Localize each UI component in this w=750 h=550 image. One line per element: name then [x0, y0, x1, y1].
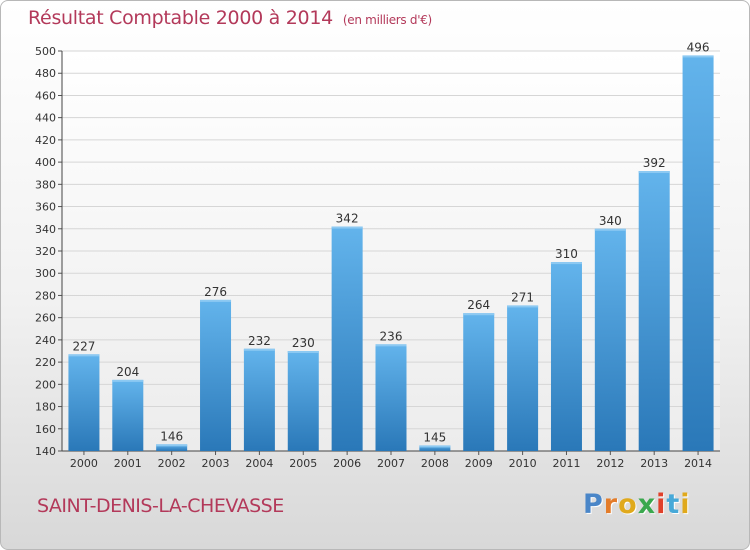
x-tick-label: 2004: [245, 457, 273, 470]
bar-2013: [638, 171, 670, 451]
bar-highlight: [594, 228, 626, 231]
bar-2003: [200, 299, 232, 451]
logo-letter: i: [656, 489, 667, 520]
x-tick-label: 2010: [509, 457, 537, 470]
data-label: 232: [248, 334, 271, 348]
x-tick-label: 2007: [377, 457, 405, 470]
x-tick-label: 2012: [596, 457, 624, 470]
data-label: 340: [599, 214, 622, 228]
bar-highlight: [243, 348, 275, 351]
y-tick-label: 240: [35, 334, 56, 347]
y-tick-label: 340: [35, 223, 56, 236]
bar-2014: [682, 55, 714, 451]
bar-highlight: [331, 226, 363, 229]
chart-title-text: Résultat Comptable 2000 à 2014: [28, 7, 333, 29]
y-tick-label: 200: [35, 378, 56, 391]
logo-letter: o: [618, 489, 638, 520]
bar-2006: [331, 226, 363, 451]
data-label: 236: [380, 329, 403, 343]
x-tick-label: 2014: [684, 457, 712, 470]
place-name: SAINT-DENIS-LA-CHEVASSE: [37, 495, 284, 517]
logo-letter: P: [583, 489, 604, 520]
data-label: 271: [511, 290, 534, 304]
bar-2001: [112, 379, 144, 451]
y-tick-label: 500: [35, 45, 56, 58]
data-label: 264: [467, 298, 490, 312]
y-tick-label: 420: [35, 134, 56, 147]
y-tick-label: 140: [35, 445, 56, 458]
y-tick-label: 460: [35, 89, 56, 102]
bar-highlight: [682, 55, 714, 58]
x-tick-label: 2002: [158, 457, 186, 470]
bar-2000: [68, 354, 100, 451]
y-tick-label: 320: [35, 245, 56, 258]
x-tick-label: 2009: [465, 457, 493, 470]
bar-highlight: [375, 344, 407, 347]
chart-title: Résultat Comptable 2000 à 2014 (en millie…: [28, 7, 432, 29]
y-tick-label: 400: [35, 156, 56, 169]
x-tick-label: 2005: [289, 457, 317, 470]
bar-highlight: [287, 351, 319, 353]
data-label: 146: [160, 429, 183, 443]
bar-2009: [463, 313, 495, 451]
bar-2011: [550, 262, 582, 451]
y-tick-label: 280: [35, 289, 56, 302]
data-label: 276: [204, 285, 227, 299]
bar-2010: [507, 305, 539, 451]
bar-highlight: [550, 262, 582, 265]
y-tick-label: 380: [35, 178, 56, 191]
y-tick-label: 300: [35, 267, 56, 280]
y-tick-label: 440: [35, 112, 56, 125]
proxiti-logo: Proxiti: [583, 489, 691, 520]
bar-highlight: [638, 171, 670, 173]
data-label: 310: [555, 247, 578, 261]
data-label: 392: [643, 156, 666, 170]
bar-highlight: [68, 354, 100, 357]
logo-letter: r: [603, 489, 619, 520]
logo-letter: t: [666, 489, 681, 520]
x-tick-label: 2011: [552, 457, 580, 470]
y-tick-label: 220: [35, 356, 56, 369]
y-tick-label: 480: [35, 67, 56, 80]
logo-letter: i: [680, 489, 691, 520]
x-tick-label: 2008: [421, 457, 449, 470]
x-tick-label: 2000: [70, 457, 98, 470]
data-label: 496: [687, 40, 710, 54]
bar-highlight: [507, 305, 539, 308]
data-label: 204: [116, 365, 139, 379]
bar-2005: [287, 351, 319, 451]
y-tick-label: 260: [35, 312, 56, 325]
bar-highlight: [200, 299, 232, 302]
bar-2007: [375, 344, 407, 451]
bar-2012: [594, 228, 626, 451]
data-label: 227: [72, 339, 95, 353]
bar-highlight: [156, 444, 188, 447]
y-tick-label: 360: [35, 201, 56, 214]
x-tick-label: 2006: [333, 457, 361, 470]
x-tick-label: 2001: [114, 457, 142, 470]
bar-2004: [243, 348, 275, 451]
bar-2002: [156, 444, 188, 451]
bar-2008: [419, 445, 451, 451]
x-tick-label: 2013: [640, 457, 668, 470]
logo-letter: x: [637, 489, 657, 520]
data-label: 342: [336, 212, 359, 226]
data-label: 145: [423, 430, 446, 444]
y-tick-label: 160: [35, 423, 56, 436]
x-tick-label: 2003: [202, 457, 230, 470]
bar-highlight: [463, 313, 495, 316]
bar-highlight: [112, 379, 144, 382]
data-label: 230: [292, 336, 315, 350]
bar-highlight: [419, 445, 451, 448]
y-tick-label: 180: [35, 401, 56, 414]
chart-subtitle: (en milliers d'€): [342, 13, 432, 27]
